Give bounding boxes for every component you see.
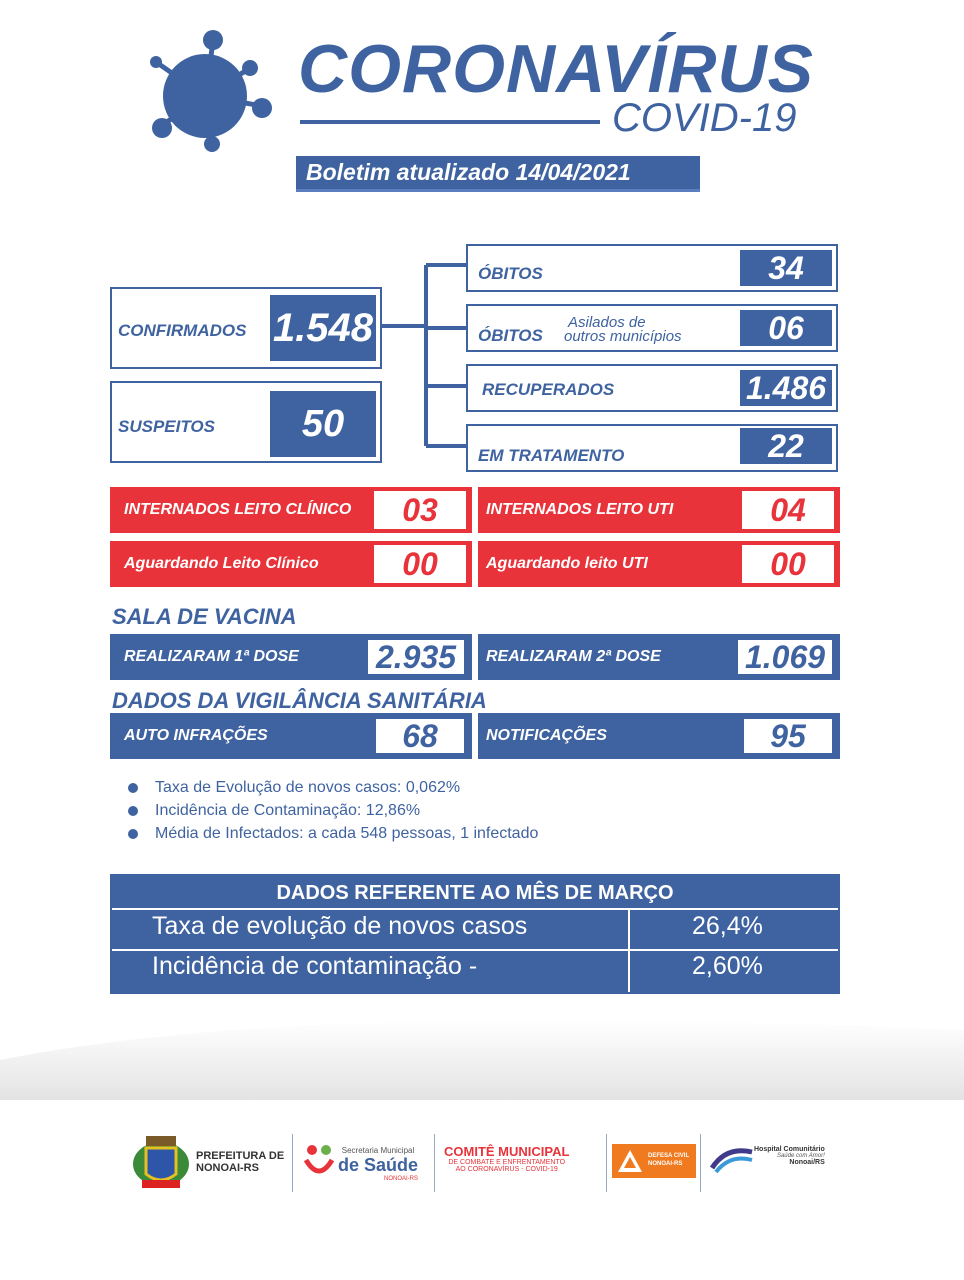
- confirmados-label: CONFIRMADOS: [118, 321, 247, 340]
- comite-sub2: AO CORONAVÍRUS - COVID-19: [455, 1166, 558, 1173]
- bulletin-date: Boletim atualizado 14/04/2021: [296, 156, 700, 192]
- dose2-value: 1.069: [736, 638, 834, 676]
- footer-separator: [292, 1134, 293, 1192]
- obitos-asilados-card: ÓBITOS Asilados de outros municípios 06: [466, 304, 838, 352]
- obitos-asilados-label: ÓBITOS: [478, 326, 543, 345]
- infracoes-label: AUTO INFRAÇÕES: [124, 727, 268, 744]
- bullet-item: Incidência de Contaminação: 12,86%: [155, 802, 421, 819]
- defesa-line1: DEFESA CIVIL: [648, 1153, 690, 1159]
- aguardando-clinico-label: Aguardando Leito Clínico: [124, 555, 319, 572]
- table-divider: [112, 949, 838, 951]
- tratamento-label: EM TRATAMENTO: [478, 446, 625, 465]
- footer-logos: PREFEITURA DE NONOAI-RS Secretaria Munic…: [120, 1128, 850, 1198]
- secretaria-text: Secretaria Municipal de Saúde NONOAI-RS: [338, 1146, 418, 1182]
- secretaria-line1: Secretaria Municipal: [341, 1146, 415, 1155]
- defesa-civil-logo: DEFESA CIVIL NONOAI-RS: [612, 1144, 696, 1178]
- tratamento-value: 22: [740, 428, 832, 464]
- aguardando-clinico-value: 00: [374, 545, 466, 583]
- recuperados-label: RECUPERADOS: [482, 380, 615, 399]
- connector-lines: [382, 263, 468, 448]
- suspeitos-label: SUSPEITOS: [118, 417, 215, 436]
- footer-separator: [700, 1134, 701, 1192]
- obitos-asilados-note: Asilados de outros municípios: [564, 314, 682, 345]
- recuperados-card: RECUPERADOS 1.486: [466, 364, 838, 412]
- page-title: CORONAVÍRUS: [298, 31, 814, 107]
- bullet-dot: [128, 783, 138, 793]
- title-divider: [300, 120, 600, 124]
- obitos-value: 34: [740, 250, 832, 286]
- leito-clinico-card: INTERNADOS LEITO CLÍNICO 03: [110, 487, 472, 533]
- march-table-header: DADOS REFERENTE AO MÊS DE MARÇO: [112, 876, 838, 910]
- aguardando-uti-value: 00: [742, 545, 834, 583]
- suspeitos-card: SUSPEITOS 50: [110, 381, 382, 463]
- coat-of-arms-icon: [133, 1136, 189, 1188]
- aguardando-clinico-card: Aguardando Leito Clínico 00: [110, 541, 472, 587]
- dose1-card: REALIZARAM 1ª DOSE 2.935: [110, 634, 472, 680]
- obitos-label: ÓBITOS: [478, 264, 543, 283]
- confirmados-card: CONFIRMADOS 1.548: [110, 287, 382, 369]
- march-row-label: Taxa de evolução de novos casos: [152, 912, 528, 940]
- dose2-card: REALIZARAM 2ª DOSE 1.069: [478, 634, 840, 680]
- leito-clinico-value: 03: [374, 491, 466, 529]
- notificacoes-label: NOTIFICAÇÕES: [486, 727, 607, 744]
- vigilancia-title: DADOS DA VIGILÂNCIA SANITÁRIA: [112, 688, 487, 713]
- dose2-label: REALIZARAM 2ª DOSE: [486, 648, 661, 665]
- leito-uti-card: INTERNADOS LEITO UTI 04: [478, 487, 840, 533]
- wave-decoration: [0, 1020, 964, 1100]
- prefeitura-line1: PREFEITURA DE: [196, 1150, 285, 1162]
- bullet-item: Taxa de Evolução de novos casos: 0,062%: [155, 779, 461, 796]
- dose1-value: 2.935: [366, 638, 466, 676]
- footer-separator: [606, 1134, 607, 1192]
- recuperados-value: 1.486: [740, 370, 832, 406]
- comite-sub1: DE COMBATE E ENFRENTAMENTO: [448, 1159, 566, 1166]
- leito-uti-value: 04: [742, 491, 834, 529]
- bullet-item: Média de Infectados: a cada 548 pessoas,…: [155, 825, 539, 842]
- vacina-title: SALA DE VACINA: [112, 604, 297, 629]
- confirmados-value: 1.548: [270, 295, 376, 361]
- infracoes-card: AUTO INFRAÇÕES 68: [110, 713, 472, 759]
- defesa-line2: NONOAI-RS: [648, 1161, 683, 1167]
- defesa-civil-icon: [618, 1150, 642, 1172]
- march-row-value: 2,60%: [692, 952, 763, 980]
- hospital-text: Hospital Comunitário Saúde com Amor! Non…: [754, 1146, 825, 1166]
- bullet-dot: [128, 829, 138, 839]
- notificacoes-value: 95: [742, 717, 834, 755]
- health-logo-icon: [303, 1145, 335, 1174]
- comite-text: COMITÊ MUNICIPAL DE COMBATE E ENFRENTAME…: [444, 1144, 569, 1173]
- footer-separator: [434, 1134, 435, 1192]
- bullet-dot: [128, 806, 138, 816]
- table-divider: [628, 910, 630, 992]
- suspeitos-value: 50: [270, 391, 376, 457]
- hospital-line1: Hospital Comunitário: [754, 1146, 825, 1153]
- leito-clinico-label: INTERNADOS LEITO CLÍNICO: [124, 501, 352, 518]
- saude-sub: NONOAI-RS: [384, 1176, 419, 1182]
- comite-title: COMITÊ MUNICIPAL: [444, 1144, 570, 1159]
- aguardando-uti-card: Aguardando leito UTI 00: [478, 541, 840, 587]
- saude-line: de Saúde: [338, 1155, 419, 1175]
- aguardando-uti-label: Aguardando leito UTI: [486, 555, 648, 572]
- obitos-asilados-note-line1: Asilados de: [568, 314, 646, 331]
- march-row-value: 26,4%: [692, 912, 763, 940]
- infracoes-value: 68: [374, 717, 466, 755]
- dose1-label: REALIZARAM 1ª DOSE: [124, 648, 299, 665]
- prefeitura-line2: NONOAI-RS: [196, 1162, 259, 1174]
- obitos-card: ÓBITOS 34: [466, 244, 838, 292]
- prefeitura-text: PREFEITURA DE NONOAI-RS: [196, 1150, 284, 1174]
- virus-icon: [150, 30, 272, 152]
- march-row-label: Incidência de contaminação -: [152, 952, 478, 980]
- tratamento-card: EM TRATAMENTO 22: [466, 424, 838, 472]
- hospital-line3: Nonoai/RS: [789, 1159, 825, 1166]
- march-table: DADOS REFERENTE AO MÊS DE MARÇO Taxa de …: [110, 874, 840, 994]
- hospital-logo-icon: [709, 1148, 753, 1174]
- defesa-civil-text: DEFESA CIVIL NONOAI-RS: [648, 1152, 689, 1168]
- obitos-asilados-note-line2: outros municípios: [564, 328, 682, 345]
- page-subtitle: COVID-19: [612, 96, 797, 140]
- leito-uti-label: INTERNADOS LEITO UTI: [486, 501, 674, 518]
- hospital-line2: Saúde com Amor!: [776, 1153, 825, 1159]
- notificacoes-card: NOTIFICAÇÕES 95: [478, 713, 840, 759]
- obitos-asilados-value: 06: [740, 310, 832, 346]
